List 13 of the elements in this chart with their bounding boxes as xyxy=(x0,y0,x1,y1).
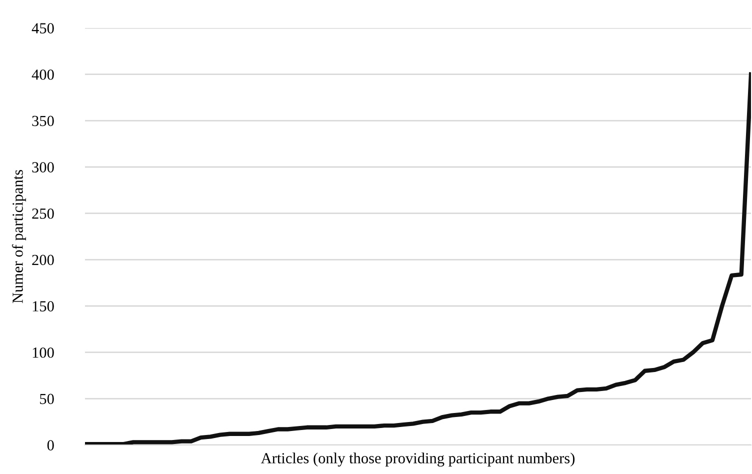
y-tick-label: 100 xyxy=(32,347,54,358)
y-tick-label: 150 xyxy=(32,301,54,312)
y-tick-label: 250 xyxy=(32,208,54,219)
y-axis-title: Numer of participants xyxy=(12,170,26,304)
y-tick-label: 50 xyxy=(40,394,54,404)
y-tick-label: 200 xyxy=(32,254,54,266)
y-tick-label: 300 xyxy=(32,162,54,172)
y-tick-label: 350 xyxy=(32,116,54,126)
y-tick-label: 0 xyxy=(47,440,54,450)
x-axis-title: Articles (only those providing participant numbers) xyxy=(260,452,575,467)
y-tick-label: 400 xyxy=(32,69,54,80)
y-tick-label: 450 xyxy=(32,23,54,34)
line-series xyxy=(85,72,751,445)
